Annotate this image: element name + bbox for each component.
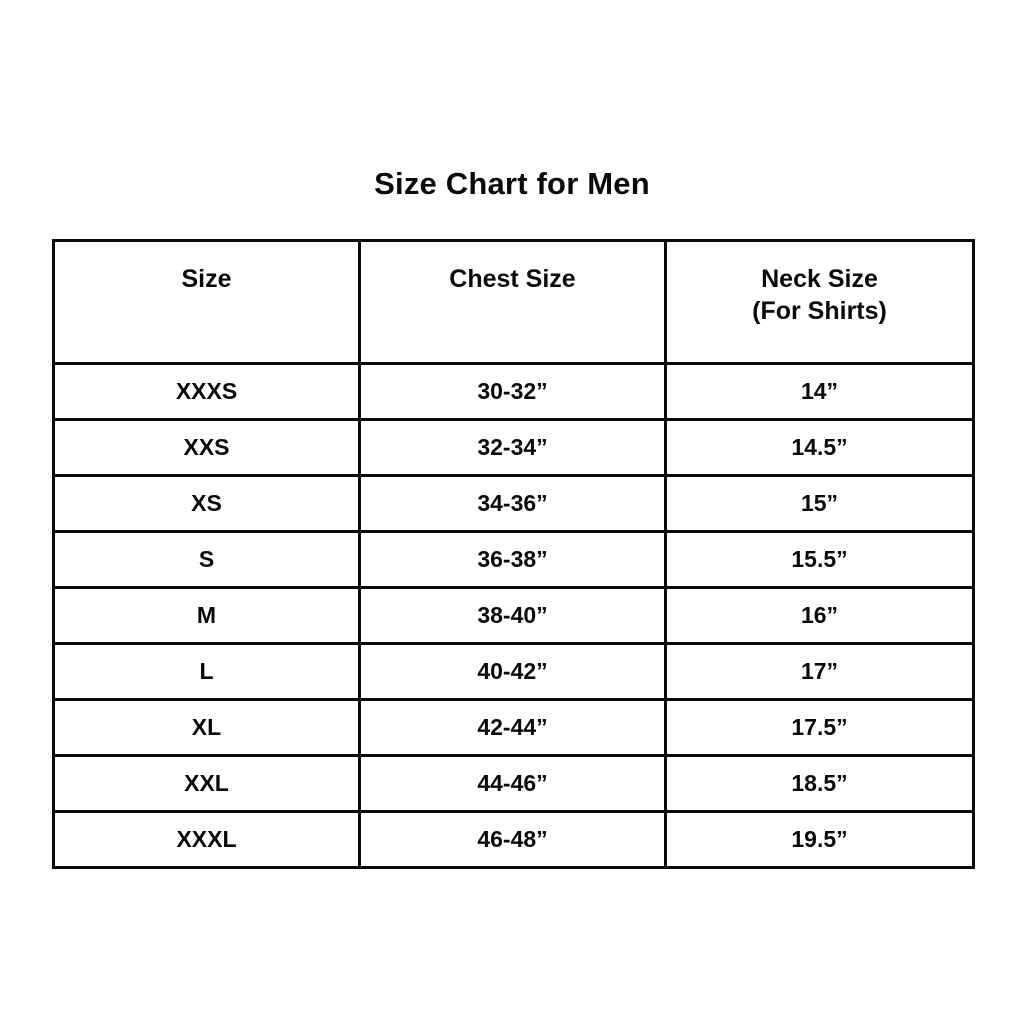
table-row: S 36-38” 15.5”	[52, 530, 975, 589]
cell-chest: 44-46”	[358, 754, 667, 813]
cell-chest: 30-32”	[358, 362, 667, 421]
column-header-neck-size-label: Neck Size	[761, 265, 878, 293]
column-header-chest-size-label: Chest Size	[449, 265, 576, 293]
cell-size: XXXS	[52, 362, 361, 421]
size-chart-table: Size Chest Size Neck Size (For Shirts) X…	[52, 239, 975, 869]
table-body: XXXS 30-32” 14” XXS 32-34” 14.5” XS 34-3…	[52, 362, 975, 869]
table-row: XXXS 30-32” 14”	[52, 362, 975, 421]
cell-chest: 42-44”	[358, 698, 667, 757]
table-row: M 38-40” 16”	[52, 586, 975, 645]
cell-chest: 40-42”	[358, 642, 667, 701]
cell-size: XXL	[52, 754, 361, 813]
table-row: XXXL 46-48” 19.5”	[52, 810, 975, 869]
cell-neck: 17.5”	[664, 698, 975, 757]
cell-size: XL	[52, 698, 361, 757]
cell-neck: 14.5”	[664, 418, 975, 477]
cell-neck: 17”	[664, 642, 975, 701]
cell-chest: 32-34”	[358, 418, 667, 477]
table-row: XL 42-44” 17.5”	[52, 698, 975, 757]
cell-size: XXS	[52, 418, 361, 477]
page-title: Size Chart for Men	[374, 166, 650, 201]
cell-neck: 18.5”	[664, 754, 975, 813]
column-header-chest-size: Chest Size	[358, 239, 667, 365]
cell-size: M	[52, 586, 361, 645]
cell-size: S	[52, 530, 361, 589]
column-header-neck-size: Neck Size (For Shirts)	[664, 239, 975, 365]
cell-size: XXXL	[52, 810, 361, 869]
header-row: Size Chest Size Neck Size (For Shirts)	[52, 239, 975, 365]
cell-neck: 15.5”	[664, 530, 975, 589]
column-header-neck-size-sublabel: (For Shirts)	[752, 297, 887, 325]
table-row: XS 34-36” 15”	[52, 474, 975, 533]
column-header-size: Size	[52, 239, 361, 365]
cell-neck: 14”	[664, 362, 975, 421]
cell-neck: 19.5”	[664, 810, 975, 869]
cell-size: XS	[52, 474, 361, 533]
table-row: XXL 44-46” 18.5”	[52, 754, 975, 813]
table-row: XXS 32-34” 14.5”	[52, 418, 975, 477]
cell-chest: 38-40”	[358, 586, 667, 645]
cell-neck: 16”	[664, 586, 975, 645]
cell-chest: 34-36”	[358, 474, 667, 533]
table-row: L 40-42” 17”	[52, 642, 975, 701]
cell-neck: 15”	[664, 474, 975, 533]
table-header: Size Chest Size Neck Size (For Shirts)	[52, 239, 975, 365]
cell-size: L	[52, 642, 361, 701]
cell-chest: 46-48”	[358, 810, 667, 869]
cell-chest: 36-38”	[358, 530, 667, 589]
column-header-size-label: Size	[181, 265, 232, 293]
